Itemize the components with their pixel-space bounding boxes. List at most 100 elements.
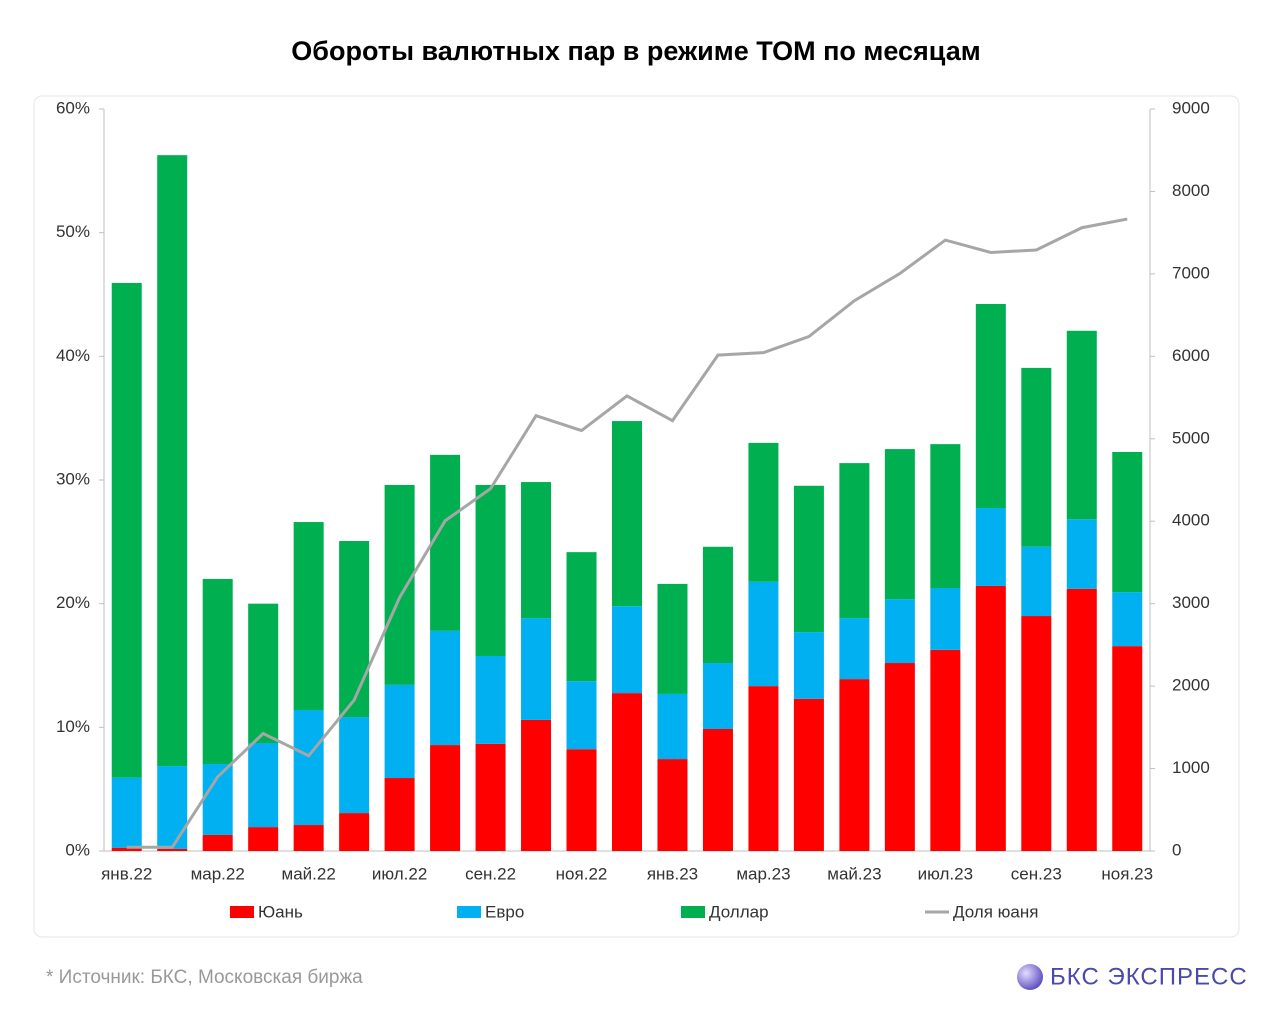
- x-tick-label: янв.23: [647, 864, 698, 883]
- bar-segment: [657, 693, 688, 760]
- y2-tick-label: 2000: [1172, 676, 1210, 695]
- bar-segment: [293, 825, 324, 851]
- legend-label: Доллар: [709, 902, 769, 921]
- bar-segment: [884, 449, 915, 600]
- bar-segment: [839, 463, 870, 619]
- bar-segment: [793, 698, 824, 851]
- legend-swatch: [681, 906, 705, 918]
- bar-segment: [657, 583, 688, 694]
- bar-segment: [248, 742, 279, 828]
- bar-segment: [339, 541, 370, 718]
- bar-segment: [111, 847, 142, 851]
- y2-tick-label: 8000: [1172, 181, 1210, 200]
- bar-segment: [793, 632, 824, 699]
- y2-tick-label: 7000: [1172, 263, 1210, 282]
- legend-label: Евро: [485, 902, 524, 921]
- bar-segment: [430, 630, 461, 746]
- x-tick-label: июл.22: [372, 864, 427, 883]
- bar-segment: [248, 603, 279, 743]
- bar-segment: [430, 745, 461, 851]
- bar-segment: [475, 743, 506, 851]
- bar-segment: [930, 588, 961, 650]
- y2-tick-label: 1000: [1172, 758, 1210, 777]
- x-tick-label: ноя.23: [1101, 864, 1153, 883]
- bar-segment: [384, 484, 415, 685]
- y-tick-label: 0%: [65, 840, 90, 859]
- bar-segment: [702, 663, 733, 729]
- bar-segment: [1066, 330, 1097, 520]
- bar-segment: [384, 778, 415, 851]
- bar-segment: [1021, 616, 1052, 851]
- bar-segment: [293, 710, 324, 826]
- y2-tick-label: 0: [1172, 840, 1181, 859]
- x-tick-label: май.22: [282, 864, 336, 883]
- brand-logo: [1017, 964, 1043, 990]
- x-tick-label: май.23: [827, 864, 881, 883]
- bar-segment: [566, 749, 597, 851]
- bar-segment: [657, 759, 688, 851]
- bar-segment: [884, 663, 915, 851]
- bar-segment: [566, 681, 597, 750]
- legend-swatch: [457, 906, 481, 918]
- bar-segment: [1066, 588, 1097, 851]
- x-tick-label: сен.23: [1011, 864, 1062, 883]
- source-note: * Источник: БКС, Московская биржа: [46, 967, 363, 988]
- bar-segment: [611, 693, 643, 851]
- y-tick-label: 30%: [56, 469, 90, 488]
- bar-segment: [1066, 519, 1097, 589]
- bar-segment: [611, 421, 643, 607]
- bar-segment: [1112, 646, 1143, 851]
- bar-segment: [521, 482, 552, 619]
- y2-tick-label: 5000: [1172, 428, 1210, 447]
- bar-segment: [975, 585, 1006, 851]
- y-tick-label: 40%: [56, 346, 90, 365]
- bar-segment: [430, 454, 461, 631]
- bar-segment: [521, 618, 552, 720]
- bar-segment: [157, 766, 188, 849]
- bar-segment: [293, 522, 324, 711]
- bar-segment: [384, 684, 415, 779]
- legend-label: Юань: [258, 902, 303, 921]
- bar-segment: [111, 777, 142, 848]
- bar-segment: [748, 686, 779, 851]
- bar-segment: [475, 656, 506, 744]
- x-tick-label: ноя.22: [556, 864, 608, 883]
- brand-name: БКС ЭКСПРЕСС: [1050, 963, 1248, 990]
- bar-segment: [839, 679, 870, 851]
- bar-segment: [611, 606, 643, 694]
- bar-segment: [475, 484, 506, 657]
- bar-segment: [339, 717, 370, 814]
- y-tick-label: 10%: [56, 717, 90, 736]
- y2-tick-label: 9000: [1172, 98, 1210, 117]
- y-tick-label: 60%: [56, 98, 90, 117]
- bar-segment: [157, 155, 188, 767]
- bar-segment: [748, 442, 779, 582]
- y2-tick-label: 6000: [1172, 346, 1210, 365]
- bar-segment: [930, 444, 961, 589]
- bar-segment: [793, 485, 824, 633]
- bar-segment: [884, 599, 915, 664]
- x-tick-label: сен.22: [465, 864, 516, 883]
- bar-segment: [1021, 546, 1052, 617]
- bar-segment: [975, 508, 1006, 586]
- x-tick-label: июл.23: [918, 864, 973, 883]
- legend-swatch: [230, 906, 254, 918]
- x-tick-label: мар.23: [736, 864, 790, 883]
- bar-segment: [339, 813, 370, 851]
- bar-segment: [202, 764, 233, 835]
- x-tick-label: янв.22: [101, 864, 152, 883]
- y-tick-label: 20%: [56, 593, 90, 612]
- bar-segment: [930, 649, 961, 851]
- bar-segment: [1021, 367, 1052, 547]
- bar-segment: [975, 303, 1006, 509]
- chart-title: Обороты валютных пар в режиме ТОМ по мес…: [291, 36, 980, 66]
- y2-tick-label: 3000: [1172, 593, 1210, 612]
- bar-segment: [1112, 592, 1143, 647]
- y-tick-label: 50%: [56, 222, 90, 241]
- bar-segment: [1112, 451, 1143, 593]
- bar-segment: [521, 719, 552, 851]
- bar-segment: [839, 618, 870, 680]
- bar-segment: [566, 552, 597, 682]
